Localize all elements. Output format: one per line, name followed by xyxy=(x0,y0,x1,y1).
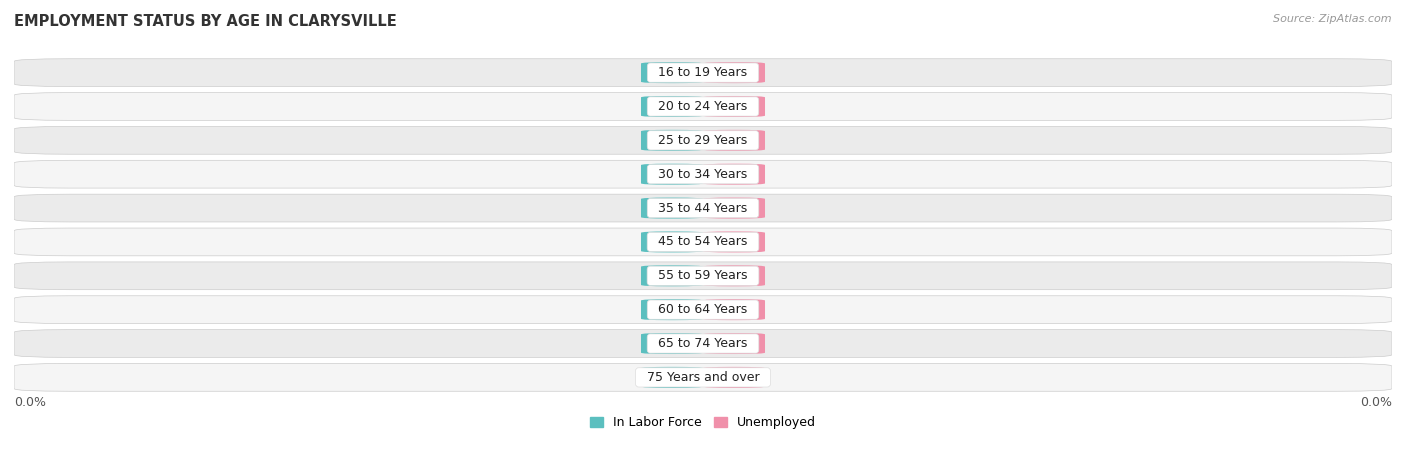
Text: 0.0%: 0.0% xyxy=(718,305,749,315)
FancyBboxPatch shape xyxy=(641,130,703,151)
FancyBboxPatch shape xyxy=(14,93,1392,120)
FancyBboxPatch shape xyxy=(14,160,1392,188)
Text: 0.0%: 0.0% xyxy=(657,102,688,112)
Text: 60 to 64 Years: 60 to 64 Years xyxy=(651,303,755,316)
Text: 0.0%: 0.0% xyxy=(14,396,46,409)
Text: 55 to 59 Years: 55 to 59 Years xyxy=(650,269,756,282)
Text: 25 to 29 Years: 25 to 29 Years xyxy=(651,134,755,147)
FancyBboxPatch shape xyxy=(703,164,765,184)
Text: 0.0%: 0.0% xyxy=(718,203,749,213)
FancyBboxPatch shape xyxy=(14,262,1392,290)
Legend: In Labor Force, Unemployed: In Labor Force, Unemployed xyxy=(585,411,821,434)
Text: 16 to 19 Years: 16 to 19 Years xyxy=(651,66,755,79)
Text: 0.0%: 0.0% xyxy=(718,237,749,247)
FancyBboxPatch shape xyxy=(14,296,1392,324)
Text: 0.0%: 0.0% xyxy=(657,305,688,315)
Text: 30 to 34 Years: 30 to 34 Years xyxy=(651,168,755,181)
Text: 0.0%: 0.0% xyxy=(657,373,688,382)
FancyBboxPatch shape xyxy=(641,367,703,388)
FancyBboxPatch shape xyxy=(641,164,703,184)
FancyBboxPatch shape xyxy=(703,266,765,286)
Text: 35 to 44 Years: 35 to 44 Years xyxy=(651,202,755,215)
FancyBboxPatch shape xyxy=(641,266,703,286)
FancyBboxPatch shape xyxy=(641,96,703,117)
FancyBboxPatch shape xyxy=(703,96,765,117)
Text: 0.0%: 0.0% xyxy=(657,338,688,348)
FancyBboxPatch shape xyxy=(14,59,1392,86)
Text: 20 to 24 Years: 20 to 24 Years xyxy=(651,100,755,113)
Text: 0.0%: 0.0% xyxy=(657,271,688,281)
Text: 65 to 74 Years: 65 to 74 Years xyxy=(651,337,755,350)
FancyBboxPatch shape xyxy=(641,299,703,320)
FancyBboxPatch shape xyxy=(14,194,1392,222)
Text: 0.0%: 0.0% xyxy=(718,135,749,145)
Text: 0.0%: 0.0% xyxy=(718,68,749,77)
FancyBboxPatch shape xyxy=(703,130,765,151)
FancyBboxPatch shape xyxy=(14,228,1392,256)
Text: 0.0%: 0.0% xyxy=(657,68,688,77)
FancyBboxPatch shape xyxy=(14,126,1392,154)
FancyBboxPatch shape xyxy=(703,198,765,219)
Text: 0.0%: 0.0% xyxy=(1360,396,1392,409)
FancyBboxPatch shape xyxy=(641,62,703,83)
Text: Source: ZipAtlas.com: Source: ZipAtlas.com xyxy=(1274,14,1392,23)
Text: 0.0%: 0.0% xyxy=(657,169,688,179)
Text: 0.0%: 0.0% xyxy=(718,271,749,281)
FancyBboxPatch shape xyxy=(641,333,703,354)
Text: 0.0%: 0.0% xyxy=(718,338,749,348)
Text: 0.0%: 0.0% xyxy=(657,135,688,145)
Text: EMPLOYMENT STATUS BY AGE IN CLARYSVILLE: EMPLOYMENT STATUS BY AGE IN CLARYSVILLE xyxy=(14,14,396,28)
FancyBboxPatch shape xyxy=(14,364,1392,391)
Text: 0.0%: 0.0% xyxy=(718,102,749,112)
FancyBboxPatch shape xyxy=(14,330,1392,357)
FancyBboxPatch shape xyxy=(703,299,765,320)
FancyBboxPatch shape xyxy=(641,198,703,219)
Text: 45 to 54 Years: 45 to 54 Years xyxy=(651,235,755,248)
Text: 0.0%: 0.0% xyxy=(718,373,749,382)
Text: 0.0%: 0.0% xyxy=(718,169,749,179)
Text: 0.0%: 0.0% xyxy=(657,237,688,247)
FancyBboxPatch shape xyxy=(703,333,765,354)
FancyBboxPatch shape xyxy=(703,367,765,388)
Text: 0.0%: 0.0% xyxy=(657,203,688,213)
Text: 75 Years and over: 75 Years and over xyxy=(638,371,768,384)
FancyBboxPatch shape xyxy=(703,62,765,83)
FancyBboxPatch shape xyxy=(703,231,765,252)
FancyBboxPatch shape xyxy=(641,231,703,252)
